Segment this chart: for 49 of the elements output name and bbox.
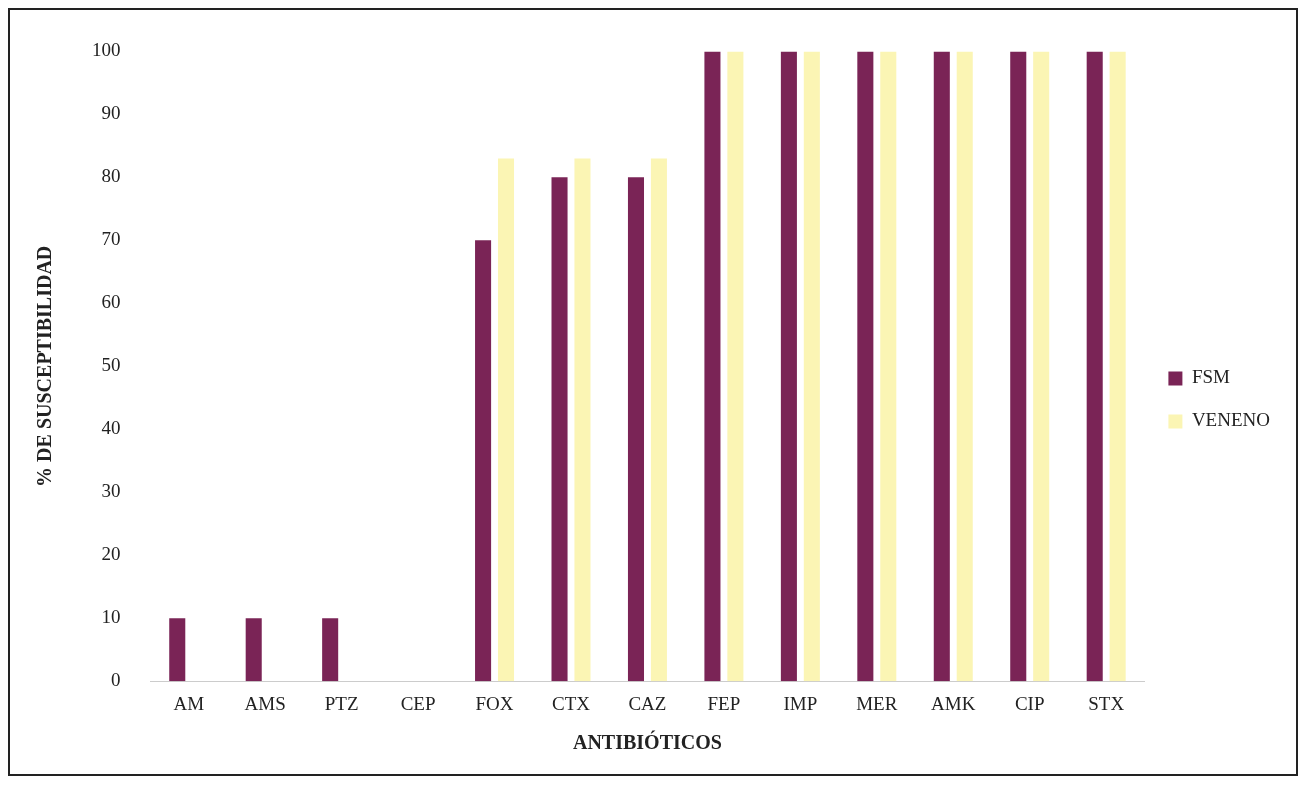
x-tick-label: FEP (707, 692, 741, 714)
y-tick-label: 100 (92, 39, 121, 61)
x-tick-label: AM (173, 692, 205, 714)
bar (627, 177, 645, 682)
y-tick-label: 30 (101, 480, 121, 502)
x-tick-label: CEP (400, 692, 436, 714)
legend-label: FSM (1191, 366, 1231, 388)
x-tick-label: CIP (1014, 692, 1045, 714)
x-tick-label: FOX (475, 692, 514, 714)
x-tick-label: STX (1088, 692, 1125, 714)
bar (727, 51, 744, 682)
bar (650, 158, 667, 682)
y-tick-label: 0 (111, 669, 121, 691)
x-tick-label: CAZ (628, 692, 667, 714)
bar (1010, 51, 1027, 682)
bar (574, 158, 591, 682)
bar (803, 51, 820, 682)
legend-label: VENENO (1191, 409, 1271, 431)
y-tick-label: 40 (101, 417, 121, 439)
x-tick-label: AMS (244, 692, 286, 714)
x-tick-label: MER (856, 692, 898, 714)
bar (857, 51, 874, 682)
y-tick-label: 50 (101, 354, 121, 376)
x-tick-label: IMP (783, 692, 818, 714)
bar (1033, 51, 1050, 682)
bar (880, 51, 897, 682)
bar (933, 51, 950, 682)
bar (780, 51, 797, 682)
y-axis-title: % DE SUSCEPTIBILIDAD (33, 245, 56, 487)
bar (245, 618, 262, 682)
bar (551, 177, 568, 682)
bar (1109, 51, 1126, 682)
bar (497, 158, 515, 682)
bar (169, 618, 186, 682)
y-tick-label: 60 (101, 291, 121, 313)
bar (956, 51, 973, 682)
y-tick-label: 90 (101, 102, 121, 124)
y-tick-label: 10 (101, 606, 121, 628)
y-tick-label: 20 (101, 543, 121, 565)
bar (704, 51, 721, 682)
x-tick-label: CTX (552, 692, 591, 714)
x-tick-label: AMK (931, 692, 976, 714)
bar (1086, 51, 1103, 682)
bar (475, 240, 492, 682)
bar (322, 618, 339, 682)
x-axis-title: ANTIBIÓTICOS (572, 730, 722, 754)
y-tick-label: 70 (101, 228, 121, 250)
x-tick-label: PTZ (324, 692, 359, 714)
y-tick-label: 80 (101, 165, 121, 187)
